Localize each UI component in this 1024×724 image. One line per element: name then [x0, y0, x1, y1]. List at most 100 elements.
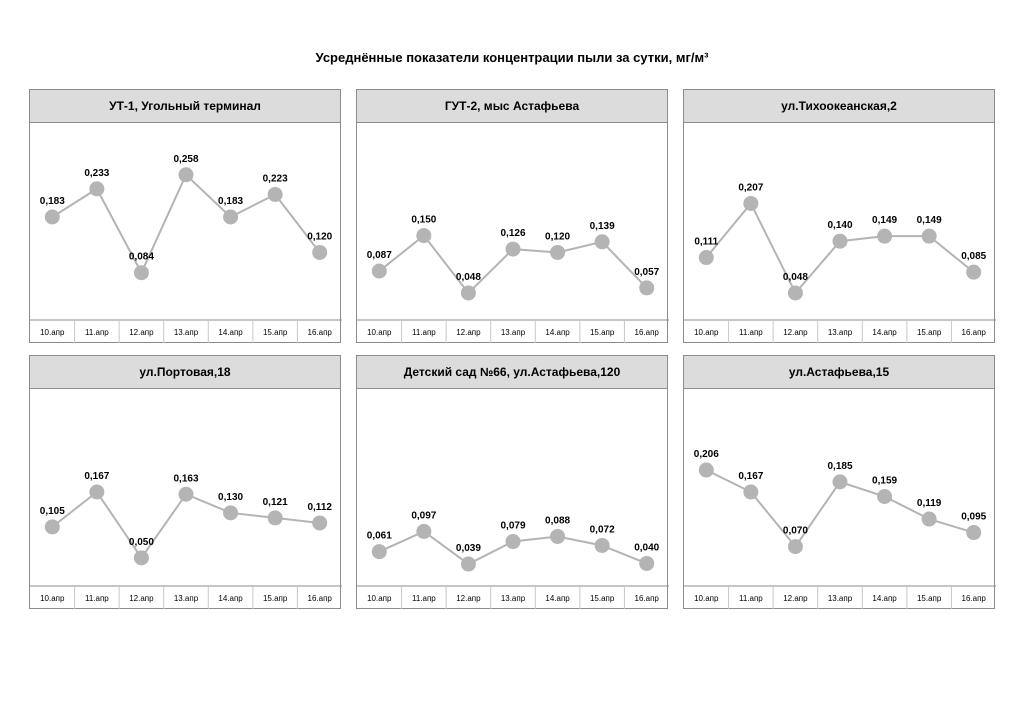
data-point [267, 510, 283, 526]
data-label: 0,150 [411, 215, 436, 226]
panel-title: УТ-1, Угольный терминал [30, 90, 340, 123]
data-point [550, 244, 566, 260]
data-label: 0,097 [411, 510, 436, 521]
data-label: 0,070 [783, 526, 808, 537]
data-label: 0,233 [84, 168, 109, 179]
data-point [223, 505, 239, 521]
chart-panel-tikhookeanskaya: ул.Тихоокеанская,2 10.апр 11.апр 12.апр 13.… [683, 89, 996, 343]
data-label: 0,048 [456, 272, 481, 283]
line-chart: 10.апр 11.апр 12.апр 13.апр 14.апр 15.апр 16.а… [357, 215, 669, 343]
data-point [787, 285, 803, 301]
data-label: 0,120 [545, 231, 570, 242]
data-point [743, 484, 759, 500]
data-point [371, 263, 387, 279]
chart-panel-ut1: УТ-1, Угольный терминал 10.апр 11.апр 12.а… [29, 89, 342, 343]
data-point [133, 265, 149, 281]
data-point [178, 486, 194, 502]
data-label: 0,126 [500, 228, 525, 239]
x-tick-label: 10.апр [40, 594, 65, 603]
data-point [178, 167, 194, 183]
x-tick-label: 16.апр [635, 328, 660, 337]
x-tick-label: 10.апр [694, 328, 719, 337]
data-point [460, 556, 476, 572]
data-point [44, 519, 60, 535]
data-label: 0,120 [307, 231, 332, 242]
data-label: 0,095 [961, 512, 986, 523]
chart-panel-kindergarten: Детский сад №66, ул.Астафьева,120 10.апр… [356, 355, 669, 609]
x-tick-label: 15.апр [590, 328, 615, 337]
panel-title: ул.Тихоокеанская,2 [684, 90, 994, 123]
data-label: 0,040 [634, 542, 659, 553]
data-point [223, 209, 239, 225]
data-point [832, 474, 848, 490]
chart-panel-portovaya: ул.Портовая,18 10.апр 11.апр 12.апр 13.апр 1… [29, 355, 342, 609]
x-tick-label: 15.апр [917, 328, 942, 337]
data-label: 0,039 [456, 543, 481, 554]
data-point [921, 228, 937, 244]
x-tick-label: 11.апр [412, 328, 436, 337]
data-label: 0,087 [367, 250, 392, 261]
data-point [371, 544, 387, 560]
x-tick-label: 13.апр [174, 594, 199, 603]
x-tick-label: 12.апр [783, 594, 808, 603]
x-tick-label: 13.апр [501, 594, 526, 603]
x-tick-label: 13.апр [828, 328, 853, 337]
chart-panel-gut2: ГУТ-2, мыс Астафьева 10.апр 11.апр 12.апр 1… [356, 89, 669, 343]
x-tick-label: 14.апр [545, 594, 570, 603]
panel-title: ул.Астафьева,15 [684, 356, 994, 389]
x-tick-label: 16.апр [962, 328, 987, 337]
data-point [787, 539, 803, 555]
data-label: 0,258 [173, 154, 198, 165]
data-label: 0,163 [173, 473, 198, 484]
data-point [877, 489, 893, 505]
data-label: 0,223 [263, 173, 288, 184]
data-label: 0,183 [40, 196, 65, 207]
x-tick-label: 11.апр [739, 328, 763, 337]
data-label: 0,130 [218, 492, 243, 503]
x-tick-label: 12.апр [129, 594, 154, 603]
data-label: 0,050 [129, 537, 154, 548]
data-label: 0,079 [500, 521, 525, 532]
x-tick-label: 11.апр [85, 594, 109, 603]
data-point [966, 525, 982, 541]
x-tick-label: 16.апр [308, 328, 333, 337]
x-tick-label: 16.апр [308, 594, 333, 603]
data-point [89, 181, 105, 197]
data-label: 0,072 [590, 524, 615, 535]
data-label: 0,061 [367, 531, 392, 542]
data-point [921, 511, 937, 527]
x-tick-label: 13.апр [828, 594, 853, 603]
panel-title: Детский сад №66, ул.Астафьева,120 [357, 356, 667, 389]
data-label: 0,084 [129, 252, 154, 263]
x-tick-label: 15.апр [263, 328, 288, 337]
x-tick-label: 16.апр [962, 594, 987, 603]
page-title: Усреднённые показатели концентрации пыли… [315, 50, 709, 65]
data-point [639, 280, 655, 296]
data-label: 0,207 [738, 182, 763, 193]
data-label: 0,121 [263, 497, 288, 508]
x-tick-label: 14.апр [218, 594, 243, 603]
data-point [743, 195, 759, 211]
data-point [505, 241, 521, 257]
data-point [832, 233, 848, 249]
x-tick-label: 10.апр [40, 328, 65, 337]
data-label: 0,048 [783, 272, 808, 283]
line-chart: 10.апр 11.апр 12.апр 13.апр 14.апр 15.апр 16.а… [684, 182, 996, 343]
data-label: 0,149 [872, 215, 897, 226]
x-tick-label: 11.апр [412, 594, 436, 603]
panel-title: ул.Портовая,18 [30, 356, 340, 389]
x-tick-label: 10.апр [367, 594, 392, 603]
data-label: 0,185 [827, 461, 852, 472]
data-label: 0,206 [694, 449, 719, 460]
data-point [267, 186, 283, 202]
data-label: 0,112 [307, 502, 332, 513]
x-tick-label: 14.апр [872, 594, 897, 603]
x-tick-label: 15.апр [917, 594, 942, 603]
x-tick-label: 12.апр [456, 594, 481, 603]
data-label: 0,159 [872, 476, 897, 487]
data-label: 0,105 [40, 506, 65, 517]
data-label: 0,088 [545, 515, 570, 526]
chart-panel-astafyeva15: ул.Астафьева,15 10.апр 11.апр 12.апр 13.апр… [683, 355, 996, 609]
x-tick-label: 13.апр [174, 328, 199, 337]
line-chart: 10.апр 11.апр 12.апр 13.апр 14.апр 15.апр 16.а… [30, 471, 342, 609]
